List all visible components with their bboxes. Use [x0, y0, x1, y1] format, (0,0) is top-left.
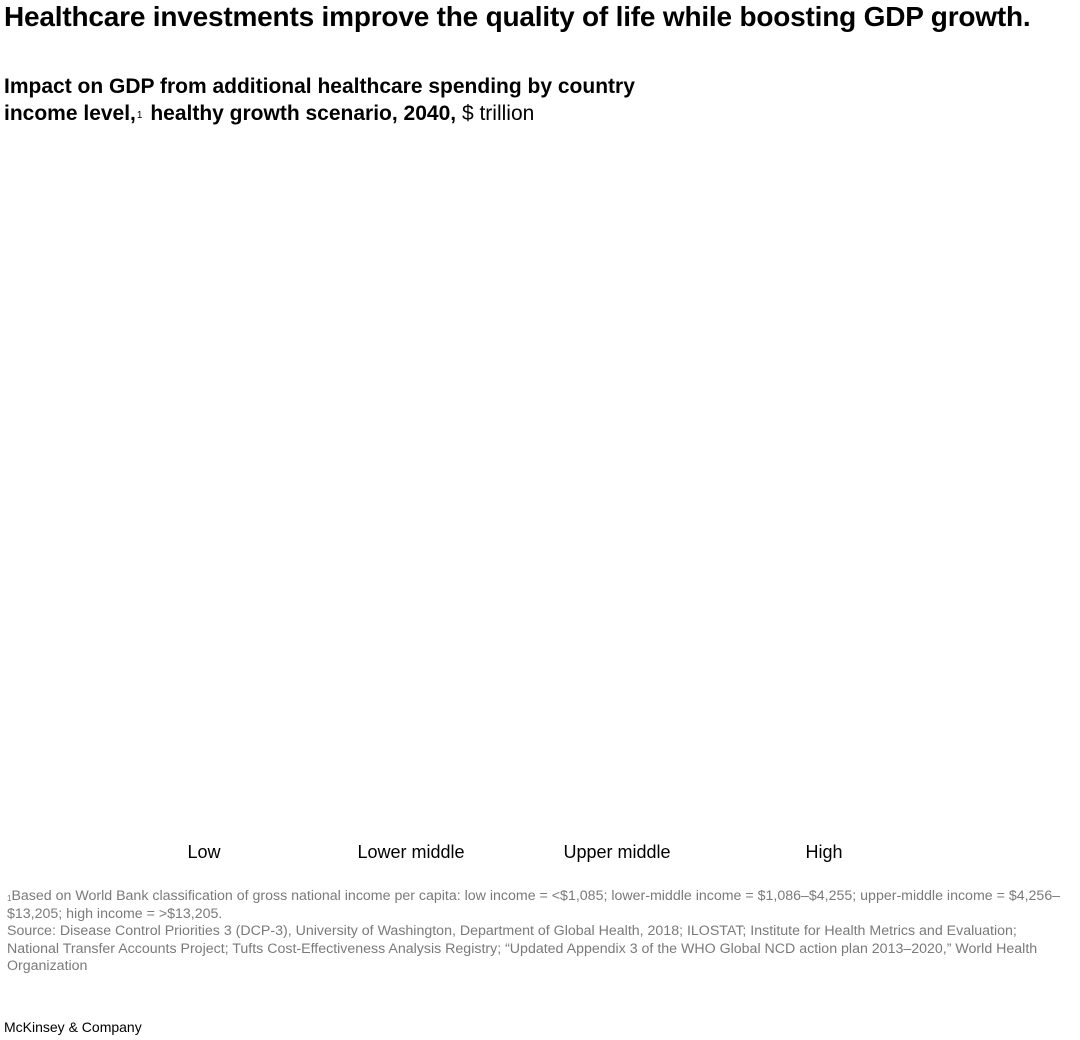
brand-logo-text: McKinsey & Company: [4, 1019, 142, 1035]
subtitle-line-1: Impact on GDP from additional healthcare…: [4, 75, 635, 98]
headline: Healthcare investments improve the quali…: [4, 1, 1031, 32]
footnotes: 1Based on World Bank classification of g…: [7, 888, 1072, 976]
footnote-1: 1Based on World Bank classification of g…: [7, 888, 1072, 923]
x-tick-label-low: Low: [187, 842, 221, 862]
gdp-impact-chart: Low Lower middle Upper middle High: [187, 842, 842, 862]
footnote-text: Based on World Bank classification of gr…: [7, 888, 1061, 922]
subtitle-line-2: income level,1 healthy growth scenario, …: [4, 100, 724, 127]
source-note: Source: Disease Control Priorities 3 (DC…: [7, 923, 1038, 975]
footnote-marker: 1: [7, 894, 12, 903]
subtitle-scenario: healthy growth scenario, 2040,: [150, 102, 457, 125]
x-tick-label-upper-middle: Upper middle: [563, 842, 670, 862]
x-tick-label-lower-middle: Lower middle: [357, 842, 464, 862]
subtitle-footnote-marker: 1: [136, 110, 143, 121]
x-axis-labels: Low Lower middle Upper middle High: [187, 842, 842, 862]
chart-subtitle: Impact on GDP from additional healthcare…: [4, 73, 724, 127]
x-tick-label-high: High: [805, 842, 842, 862]
subtitle-income-level: income level,: [4, 102, 136, 125]
subtitle-unit: $ trillion: [461, 102, 535, 125]
